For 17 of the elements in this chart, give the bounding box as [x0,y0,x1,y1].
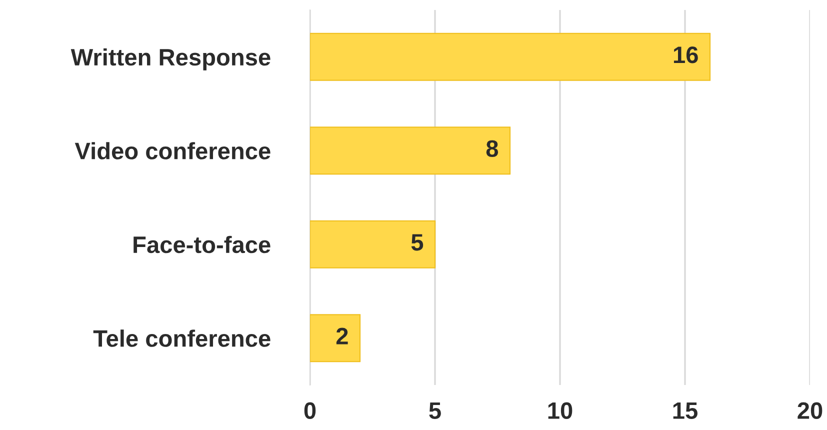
bar [310,32,711,81]
y-tick-label: Face-to-face [134,236,270,254]
x-tick-label: 15 [673,402,698,420]
data-label: 8 [486,140,498,157]
x-tick-label: 0 [304,402,316,420]
x-tick-label: 10 [548,402,572,420]
data-label: 16 [674,46,698,64]
data-label: 5 [411,234,424,251]
x-tick-label: 20 [798,402,822,420]
y-tick-label: Tele conference [93,330,270,347]
data-label: 2 [336,328,348,344]
bar [310,126,511,175]
bar [310,220,436,268]
y-tick-label: Written Response [70,48,270,70]
x-tick-label: 5 [429,402,441,420]
bar [310,314,361,362]
y-tick-label: Video conference [74,142,270,160]
